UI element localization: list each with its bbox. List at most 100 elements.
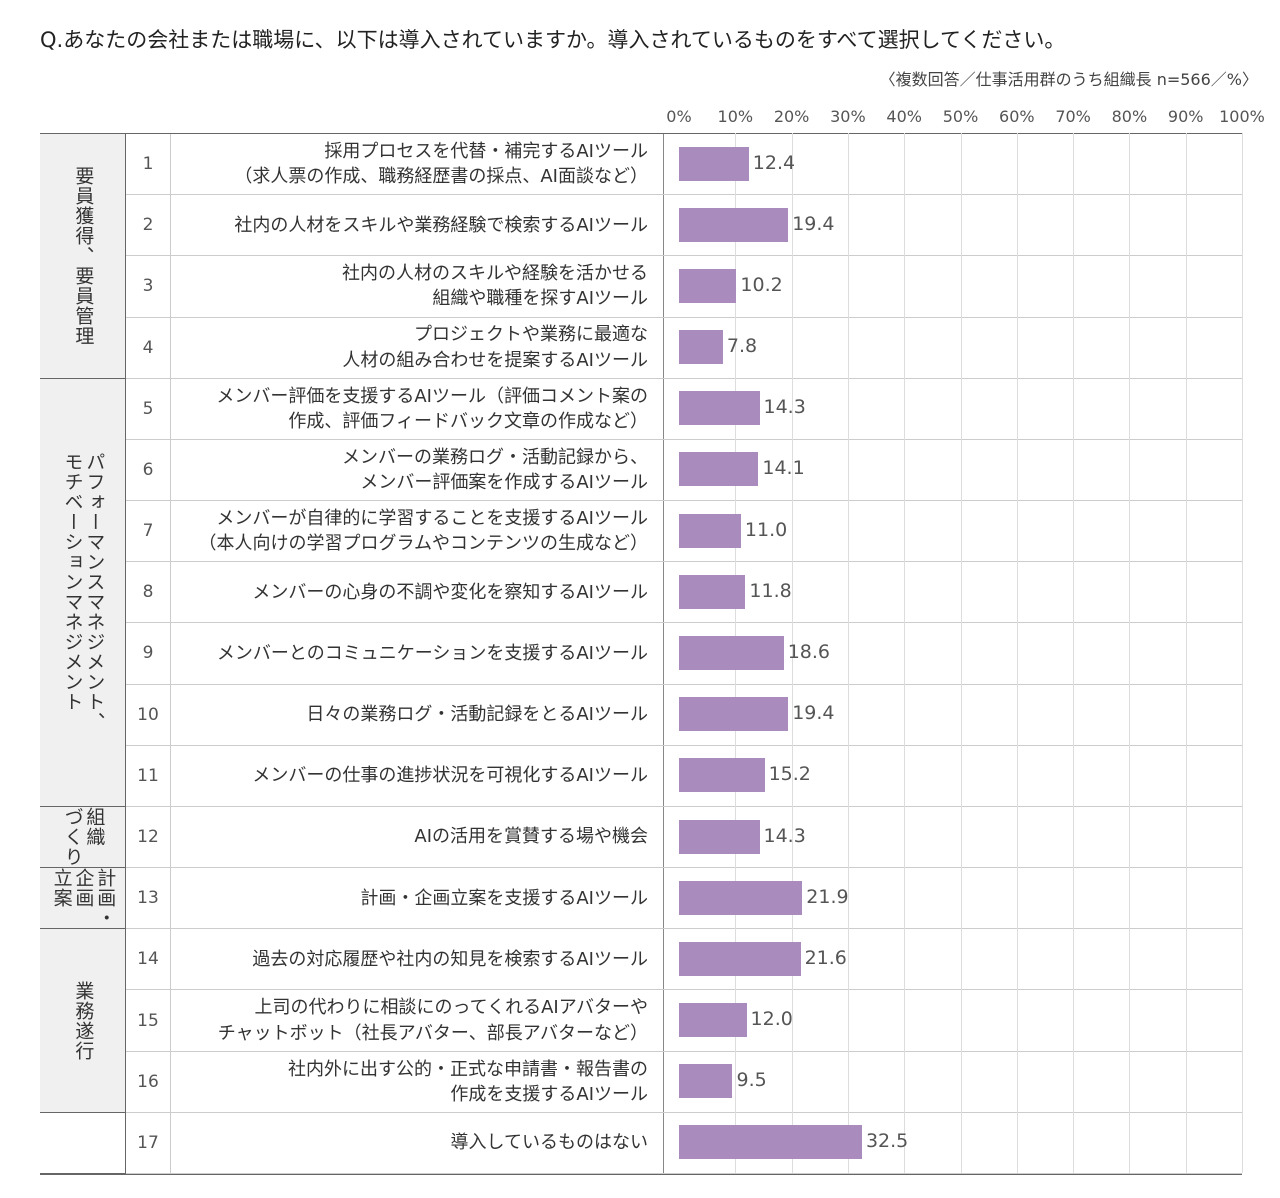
category-label: 社内外に出す公的・正式な申請書・報告書の 作成を支援するAIツール	[170, 1051, 664, 1112]
bar	[679, 452, 759, 487]
bar	[679, 758, 765, 793]
bar	[679, 636, 784, 670]
data-label: 21.9	[806, 885, 849, 908]
x-tick-label: 30%	[830, 107, 866, 126]
category-label: メンバーの仕事の進捗状況を可視化するAIツール	[170, 745, 664, 806]
category-label: 導入しているものはない	[170, 1112, 664, 1173]
data-label: 7.8	[726, 335, 758, 358]
category-group: 計画・ 企画 立案	[40, 868, 126, 930]
row-number: 4	[126, 317, 171, 378]
bar	[679, 1064, 733, 1099]
bar	[679, 1003, 747, 1038]
category-group-label: パフォーマンスマネジメント、 モチベーションマネジメント	[61, 452, 106, 733]
data-label: 14.1	[762, 457, 805, 480]
bar	[679, 1125, 862, 1160]
x-tick-label: 80%	[1111, 107, 1148, 126]
x-tick-label: 100%	[1219, 107, 1265, 126]
gridline	[960, 133, 962, 1173]
bar	[679, 330, 723, 365]
table-row: 4 プロジェクトや業務に最適な 人材の組み合わせを提案するAIツール	[126, 317, 1242, 379]
row-number: 10	[126, 684, 171, 745]
data-label: 9.5	[736, 1069, 767, 1092]
row-number: 8	[126, 562, 171, 623]
category-label: メンバーの心身の不調や変化を察知するAIツール	[170, 562, 664, 623]
data-label: 10.2	[740, 273, 783, 296]
x-tick-label: 90%	[1167, 107, 1204, 126]
row-number: 1	[126, 134, 171, 195]
data-label: 18.6	[787, 641, 831, 663]
category-group: 要員獲得、要員管理	[40, 134, 126, 379]
chart-title: Q.あなたの会社または職場に、以下は導入されていますか。導入されているものをすべ…	[40, 28, 1066, 52]
category-group: 業務遂行	[40, 929, 126, 1113]
data-label: 12.4	[752, 151, 796, 174]
table-row: 9 メンバーとのコミュニケーションを支援するAIツール	[126, 623, 1242, 685]
category-label: メンバーとのコミュニケーションを支援するAIツール	[170, 623, 664, 684]
data-label: 19.4	[792, 212, 835, 235]
chart-table: 要員獲得、要員管理パフォーマンスマネジメント、 モチベーションマネジメント組織 …	[40, 133, 1242, 1175]
x-tick-label: 50%	[942, 107, 979, 126]
gridline	[791, 133, 793, 1173]
bar	[679, 146, 749, 181]
table-row: 14 過去の対応履歴や社内の知見を検索するAIツール	[126, 929, 1242, 991]
table-row: 15 上司の代わりに相談にのってくれるAIアバターや チャットボット（社長アバター…	[126, 990, 1242, 1052]
row-number: 9	[126, 623, 171, 684]
table-row: 3 社内の人材のスキルや経験を活かせる 組織や職種を探すAIツール	[126, 256, 1242, 318]
row-number: 2	[126, 195, 171, 256]
gridline	[904, 133, 906, 1173]
gridline	[1242, 133, 1243, 1173]
category-label: 過去の対応履歴や社内の知見を検索するAIツール	[170, 929, 664, 990]
x-tick-label: 20%	[773, 107, 810, 126]
chart-subtitle: 〈複数回答／仕事活用群のうち組織長 n=566／%〉	[879, 70, 1258, 89]
table-row: 13 計画・企画立案を支援するAIツール	[126, 868, 1242, 930]
category-label: メンバーが自律的に学習することを支援するAIツール （本人向けの学習プログラムや…	[170, 501, 664, 562]
row-number: 17	[126, 1112, 171, 1173]
data-label: 14.3	[763, 824, 806, 847]
category-label: メンバーの業務ログ・活動記録から、 メンバー評価案を作成するAIツール	[170, 439, 664, 501]
row-number: 7	[126, 501, 171, 562]
row-number: 16	[126, 1051, 171, 1112]
category-group-label: 要員獲得、要員管理	[72, 165, 95, 346]
x-tick-label: 60%	[999, 107, 1035, 126]
table-row: 17 導入しているものはない	[126, 1112, 1242, 1174]
category-group: パフォーマンスマネジメント、 モチベーションマネジメント	[40, 378, 126, 807]
bar	[679, 513, 741, 548]
row-number: 3	[126, 256, 171, 317]
table-row: 1 採用プロセスを代替・補完するAIツール （求人票の作成、職務経歴書の採点、AI…	[126, 134, 1242, 196]
category-group-label: 計画・ 企画 立案	[50, 868, 117, 929]
bar	[679, 697, 789, 732]
bar	[679, 941, 801, 976]
x-tick-label: 0%	[666, 107, 692, 126]
category-group-label: 業務遂行	[72, 980, 95, 1061]
x-tick-label: 10%	[717, 107, 754, 126]
data-label: 11.8	[749, 579, 792, 602]
table-row: 7 メンバーが自律的に学習することを支援するAIツール （本人向けの学習プログラム…	[126, 501, 1242, 563]
table-row: 2 社内の人材をスキルや業務経験で検索するAIツール	[126, 195, 1242, 257]
bar	[679, 268, 737, 303]
table-row: 6 メンバーの業務ログ・活動記録から、 メンバー評価案を作成するAIツール	[126, 439, 1242, 502]
category-group	[40, 1112, 126, 1174]
data-label: 11.0	[744, 518, 788, 541]
data-label: 21.6	[804, 946, 847, 969]
category-label: AIの活用を賞賛する場や機会	[170, 806, 664, 868]
category-label: 計画・企画立案を支援するAIツール	[170, 868, 664, 929]
table-row: 12 AIの活用を賞賛する場や機会	[126, 806, 1242, 869]
table-row: 11 メンバーの仕事の進捗状況を可視化するAIツール	[126, 745, 1242, 807]
data-label: 19.4	[792, 702, 835, 725]
table-row: 8 メンバーの心身の不調や変化を察知するAIツール	[126, 562, 1242, 624]
category-group: 組織 づくり	[40, 806, 126, 869]
row-number: 5	[126, 378, 171, 439]
table-row: 16 社内外に出す公的・正式な申請書・報告書の 作成を支援するAIツール	[126, 1051, 1242, 1113]
bar	[679, 391, 760, 426]
category-label: メンバー評価を支援するAIツール（評価コメント案の 作成、評価フィードバック文章…	[170, 378, 664, 439]
x-tick-label: 70%	[1055, 107, 1091, 126]
bar	[679, 574, 746, 609]
category-label: 日々の業務ログ・活動記録をとるAIツール	[170, 684, 664, 745]
table-row: 10 日々の業務ログ・活動記録をとるAIツール	[126, 684, 1242, 746]
data-label: 15.2	[768, 763, 811, 786]
gridline	[1016, 133, 1018, 1173]
gridline	[1129, 133, 1131, 1173]
row-number: 14	[126, 929, 171, 990]
data-label: 32.5	[865, 1130, 909, 1153]
data-label: 14.3	[763, 396, 806, 419]
